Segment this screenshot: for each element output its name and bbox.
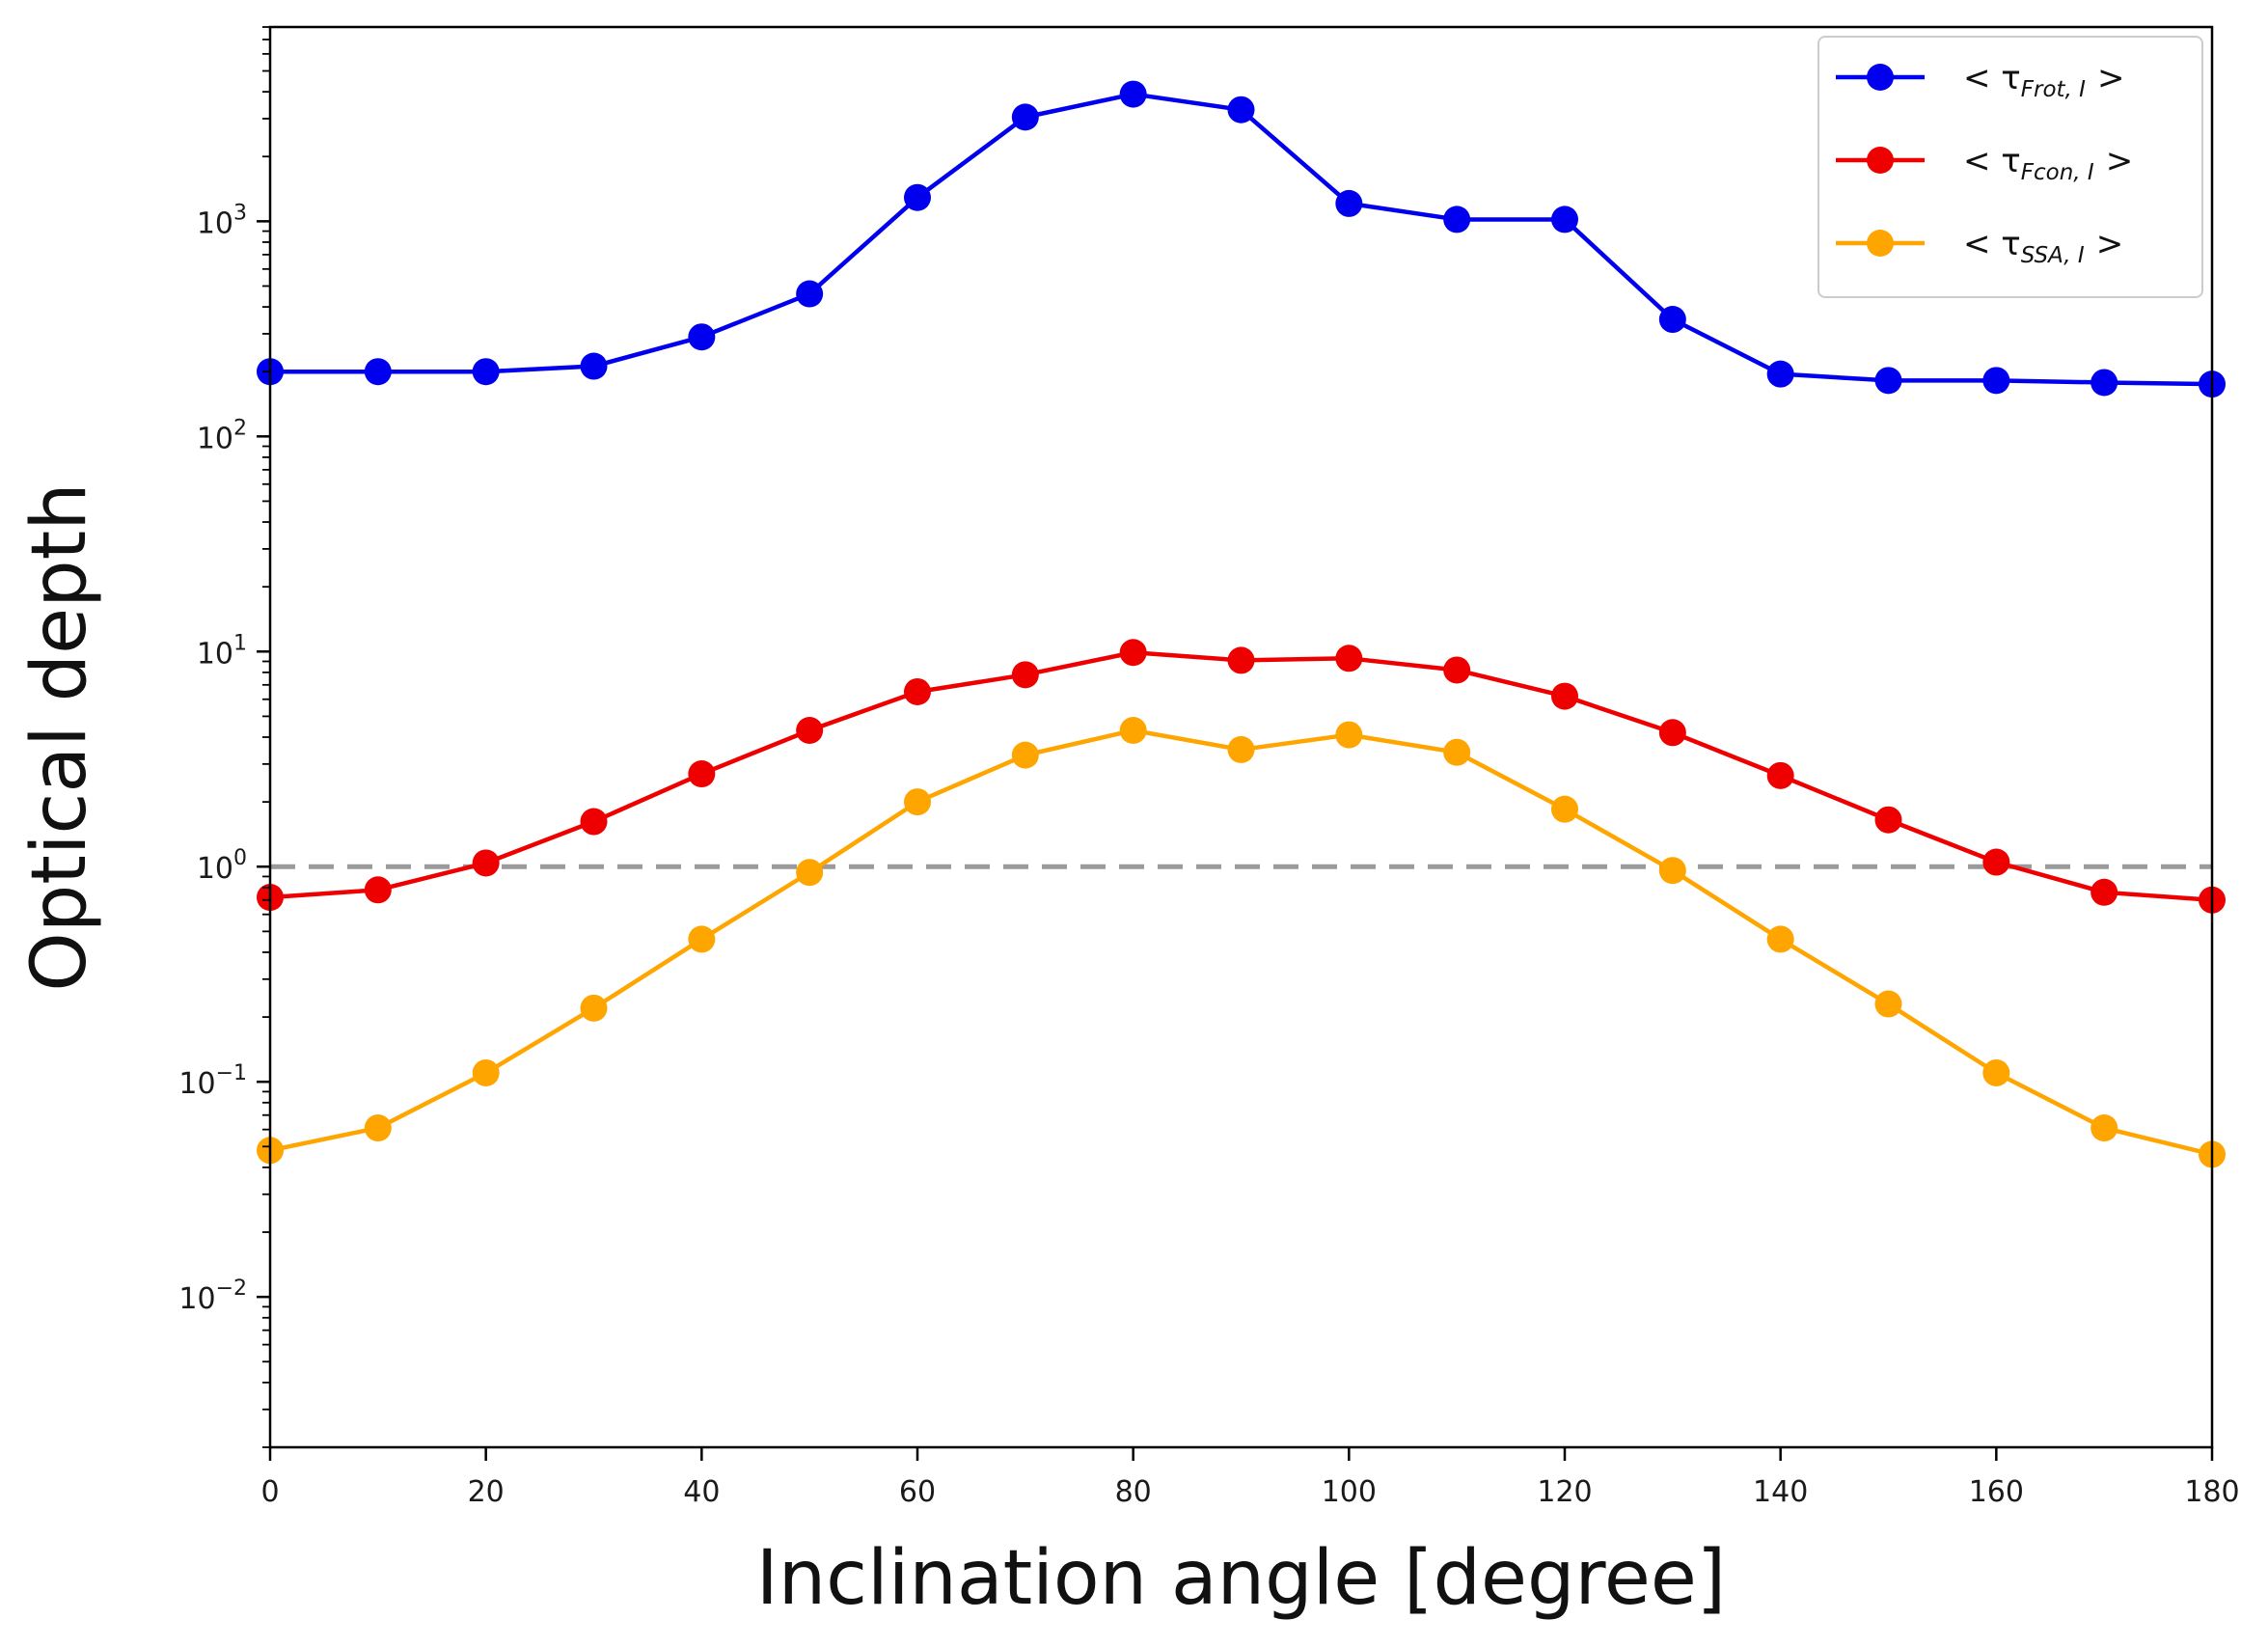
- data-point-series-3: [796, 859, 824, 887]
- data-point-series-3: [1766, 925, 1794, 953]
- data-point-series-3: [472, 1058, 500, 1086]
- data-point-series-3: [1874, 990, 1902, 1018]
- data-point-series-2: [904, 677, 931, 705]
- data-point-series-2: [1658, 719, 1686, 747]
- data-point-series-3: [1119, 716, 1147, 744]
- data-point-series-1: [364, 358, 392, 386]
- data-point-series-2: [1227, 646, 1255, 674]
- data-point-series-2: [472, 849, 500, 877]
- data-point-series-2: [1551, 682, 1578, 710]
- legend-label-3: < τSSA,⁣ I >: [1963, 225, 2123, 268]
- legend-label-2: < τFcon,⁣ I >: [1963, 142, 2133, 185]
- data-point-series-1: [1874, 367, 1902, 395]
- x-tick-label: 100: [1322, 1475, 1377, 1509]
- y-tick-label: 10−1: [178, 1061, 247, 1101]
- data-point-series-2: [1982, 848, 2010, 876]
- data-point-series-1: [2090, 369, 2118, 397]
- data-point-series-2: [1874, 806, 1902, 834]
- data-point-series-3: [1011, 741, 1039, 769]
- data-point-series-1: [1119, 80, 1147, 108]
- data-point-series-3: [1227, 735, 1255, 763]
- series-line-3: [269, 727, 2213, 1157]
- data-point-series-3: [580, 994, 608, 1022]
- data-point-series-1: [1227, 96, 1255, 124]
- data-point-series-2: [2090, 878, 2118, 906]
- x-tick-label: 0: [260, 1475, 279, 1509]
- x-tick-label: 40: [683, 1475, 720, 1509]
- x-tick-label: 140: [1753, 1475, 1808, 1509]
- data-point-series-1: [1982, 367, 2010, 395]
- y-axis-label: Optical depth: [16, 482, 103, 991]
- data-point-series-1: [1551, 206, 1578, 233]
- data-point-series-2: [1011, 661, 1039, 689]
- data-point-series-3: [2090, 1114, 2118, 1142]
- data-point-series-3: [1658, 857, 1686, 885]
- legend-marker-3: [1867, 230, 1894, 257]
- data-point-series-3: [1551, 795, 1578, 823]
- data-point-series-3: [904, 788, 931, 816]
- data-point-series-1: [580, 352, 608, 380]
- legend-label-1: < τFrot,⁣ I >: [1963, 59, 2124, 102]
- plot-area: [257, 80, 2226, 1168]
- y-tick-label: 102: [197, 416, 247, 455]
- y-tick-label: 10−2: [178, 1276, 247, 1316]
- data-point-series-3: [1982, 1058, 2010, 1086]
- data-point-series-3: [688, 925, 716, 953]
- data-point-series-2: [1335, 645, 1363, 673]
- data-point-series-1: [472, 358, 500, 386]
- data-point-series-1: [1011, 103, 1039, 131]
- y-tick-label: 100: [197, 846, 247, 886]
- data-point-series-1: [688, 323, 716, 351]
- legend-marker-2: [1867, 147, 1894, 174]
- data-point-series-2: [1119, 639, 1147, 667]
- data-point-series-2: [688, 760, 716, 788]
- x-tick-label: 180: [2184, 1475, 2239, 1509]
- data-point-series-1: [904, 183, 931, 211]
- data-point-series-3: [364, 1114, 392, 1142]
- x-axis-label: Inclination angle [degree]: [756, 1535, 1727, 1622]
- data-point-series-3: [1443, 738, 1471, 766]
- series-line-2: [269, 650, 2213, 903]
- x-tick-label: 20: [468, 1475, 505, 1509]
- x-tick-label: 60: [899, 1475, 936, 1509]
- data-point-series-1: [1658, 306, 1686, 334]
- x-tick-label: 160: [1969, 1475, 2024, 1509]
- data-point-series-1: [1443, 206, 1471, 233]
- x-tick-label: 80: [1115, 1475, 1152, 1509]
- x-tick-label: 120: [1537, 1475, 1592, 1509]
- data-point-series-3: [1335, 721, 1363, 749]
- data-point-series-2: [1766, 761, 1794, 789]
- y-tick-label: 103: [197, 201, 247, 240]
- data-point-series-2: [1443, 656, 1471, 684]
- data-point-series-1: [796, 280, 824, 308]
- data-point-series-2: [796, 716, 824, 744]
- legend-box: [1817, 36, 2203, 298]
- data-point-series-1: [1335, 189, 1363, 217]
- data-point-series-2: [364, 876, 392, 904]
- y-tick-label: 101: [197, 631, 247, 671]
- legend: < τFrot,⁣ I > < τFcon,⁣ I > < τSSA,⁣ I >: [1817, 36, 2203, 298]
- data-point-series-2: [580, 808, 608, 836]
- legend-marker-1: [1867, 64, 1894, 91]
- data-point-series-1: [1766, 360, 1794, 388]
- axes: 0 20 40 60 80 100 120 140 160 180 10−2 10−1 100 101 10…: [178, 25, 2240, 1509]
